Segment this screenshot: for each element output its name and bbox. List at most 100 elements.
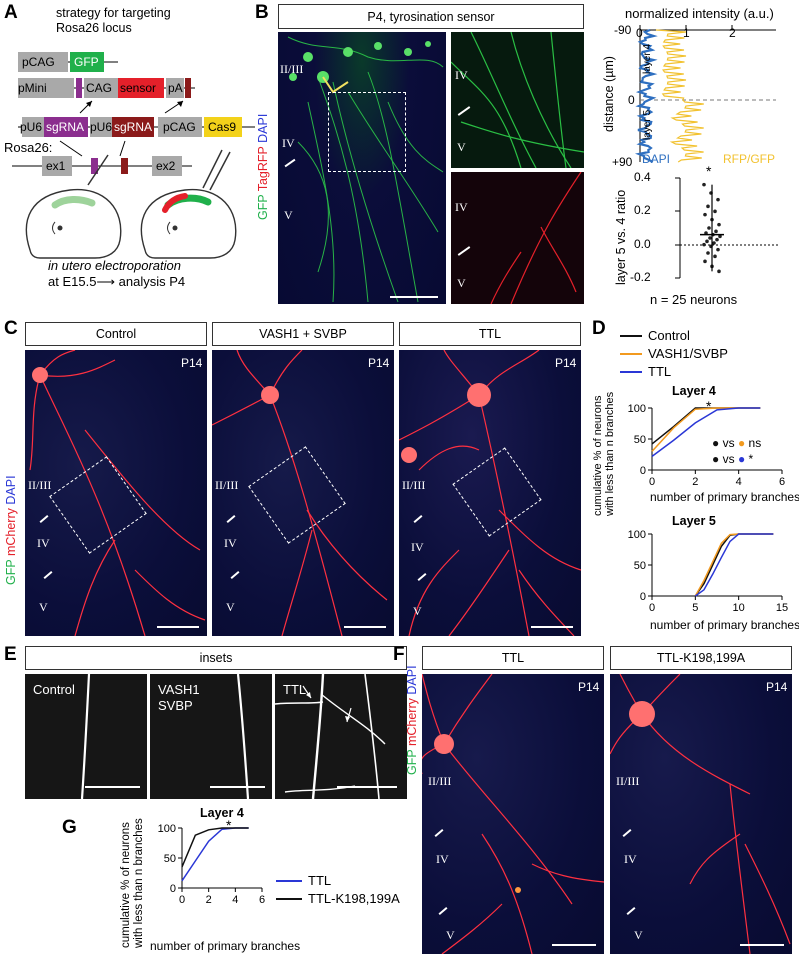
e-vash-scale-bar [210, 786, 265, 788]
strategy-title-2: Rosa26 locus [56, 21, 132, 35]
panel-label-f: F [393, 644, 405, 665]
g-legend-ttl: TTL [308, 873, 332, 888]
y-tick-label: 50 [634, 434, 646, 446]
ratio-point [703, 259, 707, 264]
g-legend-swatch-k198 [276, 898, 302, 900]
intensity-tick-x-2: 2 [729, 26, 736, 40]
f-ttl-layer-23: II/III [428, 774, 452, 788]
e-ttl-scale-bar [337, 786, 397, 788]
f-age-ttl: P14 [578, 680, 600, 694]
d-layer5-chart: 0 50 100 0 5 10 15 [628, 529, 788, 614]
strategy-title-1: strategy for targeting [56, 6, 171, 20]
d-layer4-xlabel: number of primary branches [650, 490, 799, 504]
ratio-point [706, 204, 710, 209]
f-age-k198: P14 [766, 680, 788, 694]
d-legend-swatch-control [620, 335, 642, 337]
f-image-ttl: P14 II/III IV V [422, 674, 604, 954]
x-tick-label: 15 [776, 602, 788, 614]
y-tick-label: 0 [640, 465, 646, 477]
c-control-neurites [29, 350, 206, 636]
series-line-2 [651, 407, 761, 457]
x-tick-label: 0 [179, 894, 185, 906]
c-vash-layer-4: IV [224, 536, 237, 550]
y-tick-label: 0 [170, 883, 176, 895]
sensor-inset-box [328, 92, 406, 172]
c-vash-layer-5: V [226, 600, 235, 614]
ratio-point [702, 182, 706, 187]
ratio-n-label: n = 25 neurons [650, 292, 738, 307]
panel-f-stain-label: GFP mCherry DAPI [405, 665, 419, 775]
c-title-ttl: TTL [399, 322, 581, 346]
d-stats-star: * [748, 452, 754, 466]
stain-dapi: DAPI [256, 113, 270, 143]
sensor-label: sensor [120, 81, 157, 95]
x-tick-label: 0 [649, 602, 655, 614]
e-label-ttl: TTL [283, 682, 307, 697]
d-ylabel: cumulative % of neurons with less than n… [592, 386, 616, 516]
ratio-point [706, 251, 710, 255]
d-stats-line-1: ● vs ● ns [712, 436, 762, 450]
e-control-scale-bar [85, 786, 140, 788]
exon2-label: ex2 [156, 159, 176, 173]
ratio-point [713, 209, 717, 214]
d-legend-swatch-ttl [620, 371, 642, 373]
c-vash-neurites [212, 350, 388, 636]
ratio-point [704, 231, 708, 235]
series-line-2 [694, 533, 774, 597]
sensor-main-neurites [287, 36, 444, 303]
g-chart: 0 50 100 0 2 4 6 [158, 823, 265, 906]
sgrna-label-2: sgRNA [114, 120, 153, 134]
dapi-trace [634, 28, 658, 163]
ratio-point [714, 229, 718, 234]
intensity-tick-y-top: -90 [614, 23, 632, 37]
ratio-point [717, 222, 721, 227]
f-stain-mcherry: mCherry [405, 698, 419, 747]
electroporation-caption-2: at E15.5⟶ analysis P4 [48, 274, 186, 289]
pcag-label-2: pCAG [163, 120, 196, 134]
inset-red-layer-5: V [457, 276, 466, 290]
inset-green-neurites [451, 32, 584, 168]
d-stats-vs-2: vs [722, 452, 735, 466]
pcag-label: pCAG [22, 55, 55, 69]
pmini-label: pMini [18, 81, 47, 95]
inset-green-layer-4: IV [455, 68, 468, 82]
rfp-gfp-trace [655, 29, 704, 163]
ratio-point [702, 242, 706, 247]
x-tick-label: 6 [259, 894, 265, 906]
g-legend-k198: TTL-K198,199A [308, 891, 400, 906]
cag-label: CAG [86, 81, 113, 95]
ratio-point [717, 269, 721, 274]
e-control-neurite [80, 674, 91, 799]
d-ylabel-2: than n branches [604, 391, 616, 471]
x-tick-label: 4 [232, 894, 238, 906]
inset-red-layer-4: IV [455, 200, 468, 214]
c-age-control: P14 [181, 356, 203, 370]
f-k198-layer-23: II/III [616, 774, 640, 788]
x-tick-label: 2 [692, 476, 698, 488]
layer-label-4: IV [282, 136, 295, 150]
scale-bar [390, 296, 438, 298]
ratio-point [716, 247, 720, 252]
g-legend-swatch-ttl [276, 880, 302, 882]
c-vash-scale-bar [344, 626, 386, 628]
ratio-point [715, 237, 719, 242]
ratio-scatter [675, 177, 780, 279]
ratio-point [716, 197, 720, 202]
e-title: insets [25, 646, 407, 670]
c-vash-layer-23: II/III [215, 478, 239, 492]
pa-label: pA [168, 81, 183, 95]
f-k198-neurites [610, 674, 791, 954]
c-image-vash: P14 II/III IV V [212, 350, 394, 636]
panel-b-stain-label: GFP TagRFP DAPI [256, 114, 270, 220]
c-control-layer-23: II/III [28, 478, 52, 492]
f-title-k198: TTL-K198,199A [610, 646, 792, 670]
ratio-point [718, 234, 722, 239]
intensity-tick-x-0: 0 [636, 26, 643, 40]
intensity-profile [634, 25, 776, 163]
e-label-vash1: VASH1 [158, 682, 200, 697]
c-control-layer-5: V [39, 600, 48, 614]
panel-label-d: D [592, 318, 606, 339]
d-legend-swatch-vash [620, 353, 642, 355]
g-ylabel-1: cumulative % of neurons [120, 822, 132, 948]
ratio-point [712, 241, 716, 245]
